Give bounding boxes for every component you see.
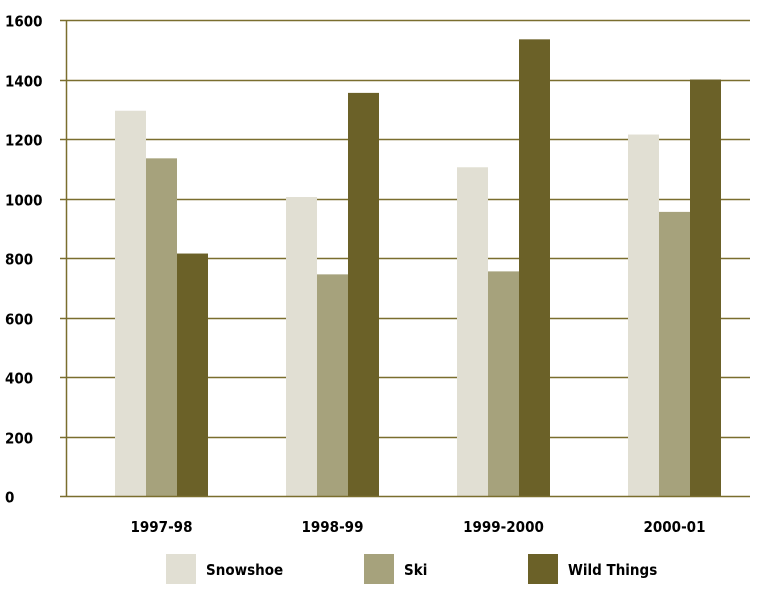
bar-snowshoe-1999-2000 <box>457 167 488 496</box>
y-tick-label: 1400 <box>5 73 43 91</box>
bar-wild-things-1998-99 <box>348 92 379 496</box>
legend-swatch-ski <box>364 554 394 584</box>
legend-label: Wild Things <box>568 561 657 579</box>
legend-label: Ski <box>404 561 427 579</box>
x-tick-label: 1999-2000 <box>463 518 544 536</box>
bar-snowshoe-2000-01 <box>628 134 659 496</box>
legend: Snowshoe Ski Wild Things <box>166 554 657 584</box>
y-tick-label: 1200 <box>5 132 43 150</box>
y-tick-label: 1000 <box>5 192 43 210</box>
y-tick-label: 600 <box>5 311 33 329</box>
bar-ski-1998-99 <box>317 274 348 496</box>
bar-snowshoe-1997-98 <box>115 110 146 497</box>
legend-label: Snowshoe <box>206 561 283 579</box>
bar-wild-things-1997-98 <box>177 253 208 496</box>
x-tick-label: 2000-01 <box>644 518 706 536</box>
bar-wild-things-2000-01 <box>690 79 721 496</box>
bars <box>115 39 721 497</box>
y-tick-label: 400 <box>5 370 33 388</box>
y-tick-label: 0 <box>5 489 14 507</box>
x-tick-label: 1998-99 <box>302 518 364 536</box>
y-tick-label: 1600 <box>5 13 43 31</box>
legend-swatch-snowshoe <box>166 554 196 584</box>
y-axis-tick-labels: 0 200 400 600 800 1000 1200 1400 1600 <box>5 13 43 507</box>
y-tick-label: 800 <box>5 251 33 269</box>
x-axis-tick-labels: 1997-98 1998-99 1999-2000 2000-01 <box>131 518 706 536</box>
x-tick-label: 1997-98 <box>131 518 193 536</box>
bar-ski-1997-98 <box>146 158 177 496</box>
bar-snowshoe-1998-99 <box>286 197 317 496</box>
legend-swatch-wild-things <box>528 554 558 584</box>
bar-ski-2000-01 <box>659 211 690 496</box>
axes <box>60 20 750 498</box>
y-tick-label: 200 <box>5 430 33 448</box>
bar-wild-things-1999-2000 <box>519 39 550 497</box>
bar-ski-1999-2000 <box>488 271 519 496</box>
